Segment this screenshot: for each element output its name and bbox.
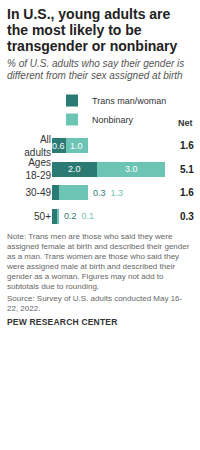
svg-text:1.6: 1.6 [180,187,194,198]
svg-text:0.6: 0.6 [52,141,65,151]
svg-text:30-49: 30-49 [25,187,51,198]
html-text:PEW RESEARCH CENTER: PEW RESEARCH CENTER [7,317,118,327]
html-text:Note: Trans men are those who: Note: Trans men are those who said they … [7,232,190,291]
svg-text:0.3: 0.3 [180,211,194,222]
svg-text:2.0: 2.0 [68,164,81,174]
svg-text:50+: 50+ [34,211,51,222]
svg-text:0.3 1.3: 0.3 1.3 [93,188,123,198]
svg-text:Net: Net [178,118,193,128]
svg-text:Alladults: Alladults [24,134,51,158]
svg-text:Nonbinary: Nonbinary [92,115,134,125]
html-text:Source: Survey of U.S. adults: Source: Survey of U.S. adults conducted … [7,294,183,313]
svg-text:1.6: 1.6 [180,140,194,151]
html-text:In U.S., young adults are the: In U.S., young adults are the most likel… [7,6,178,54]
svg-text:Trans man/woman: Trans man/woman [92,96,166,106]
svg-text:1.0: 1.0 [70,141,83,151]
svg-text:0.2 0.1: 0.2 0.1 [64,211,94,221]
svg-text:3.0: 3.0 [125,164,138,174]
svg-text:Ages18-29: Ages18-29 [25,157,51,181]
html-text:% of U.S. adults who say their: % of U.S. adults who say their gender is… [7,58,185,81]
svg-text:5.1: 5.1 [180,164,194,175]
